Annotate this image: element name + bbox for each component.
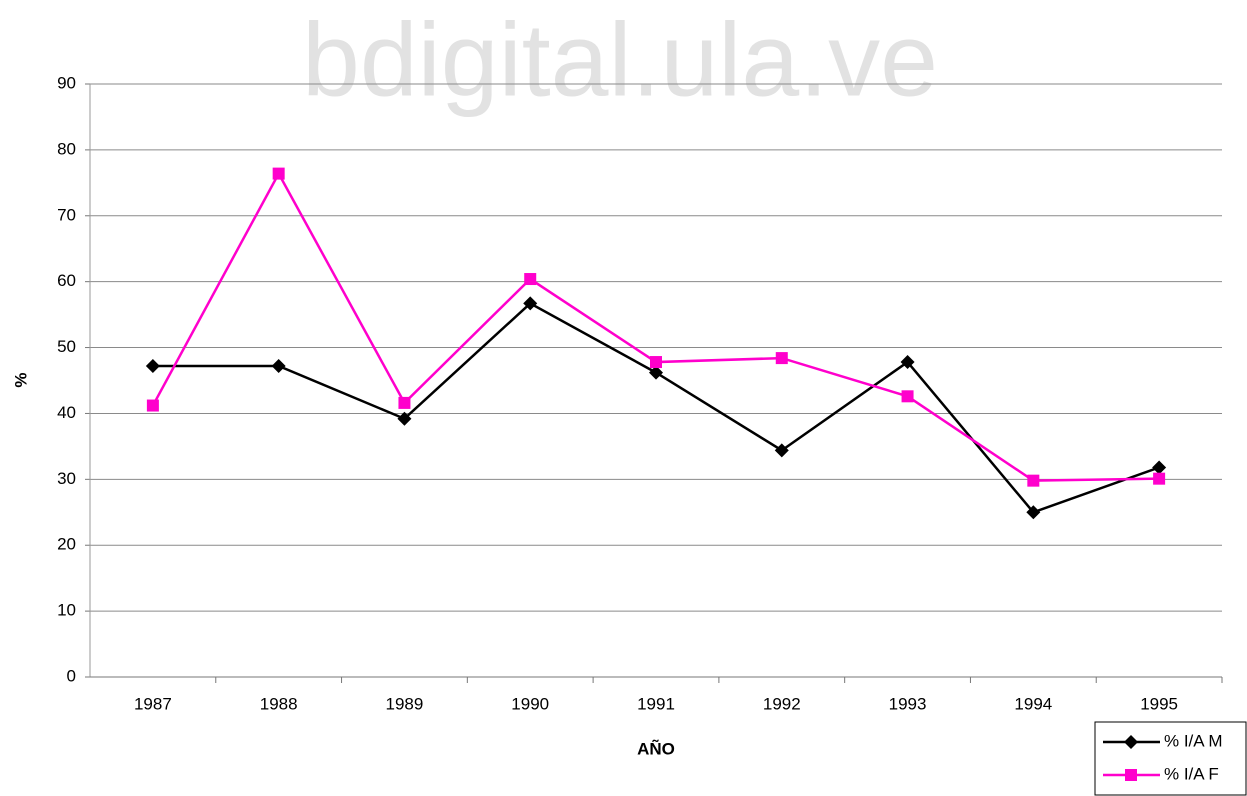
y-tick-label: 30	[57, 469, 76, 488]
watermark: bdigital.ula.ve	[302, 2, 938, 118]
y-tick-label: 10	[57, 601, 76, 620]
y-tick-label: 90	[57, 73, 76, 92]
x-tick-label: 1995	[1140, 694, 1178, 713]
data-point	[524, 273, 537, 286]
y-tick-label: 70	[57, 205, 76, 224]
series-line	[152, 301, 1160, 514]
data-point	[523, 296, 538, 311]
legend-label: % I/A F	[1164, 764, 1219, 783]
y-tick-label: 50	[57, 337, 76, 356]
data-point	[1152, 460, 1167, 475]
data-point	[775, 352, 788, 365]
x-tick-label: 1989	[386, 694, 424, 713]
legend-marker	[1124, 735, 1138, 749]
legend-marker	[1125, 769, 1137, 781]
x-tick-label: 1988	[260, 694, 298, 713]
legend-label: % I/A M	[1164, 731, 1223, 750]
x-axis-label: AÑO	[637, 738, 675, 758]
data-point	[272, 167, 285, 180]
x-tick-label: 1987	[134, 694, 172, 713]
x-tick-label: 1993	[889, 694, 927, 713]
y-tick-label: 20	[57, 535, 76, 554]
data-point	[901, 390, 914, 403]
y-tick-label: 0	[67, 666, 76, 685]
legend-box	[1094, 721, 1247, 796]
data-point	[397, 411, 412, 426]
x-tick-label: 1990	[511, 694, 549, 713]
x-tick-label: 1994	[1014, 694, 1052, 713]
data-point	[398, 396, 411, 409]
y-tick-label: 40	[57, 403, 76, 422]
data-point	[774, 443, 789, 458]
data-point	[649, 365, 663, 380]
data-point	[146, 399, 159, 412]
data-point	[650, 356, 662, 369]
data-point	[145, 359, 160, 374]
data-point	[1153, 472, 1166, 485]
x-tick-label: 1991	[637, 694, 675, 713]
data-point	[271, 359, 286, 374]
y-tick-label: 60	[57, 271, 76, 290]
data-point	[1027, 474, 1040, 487]
series-line	[151, 170, 1160, 482]
data-point	[900, 355, 915, 370]
x-tick-label: 1992	[763, 694, 801, 713]
y-tick-label: 80	[57, 139, 76, 158]
data-point	[1026, 505, 1041, 520]
y-axis-label: %	[11, 372, 30, 387]
